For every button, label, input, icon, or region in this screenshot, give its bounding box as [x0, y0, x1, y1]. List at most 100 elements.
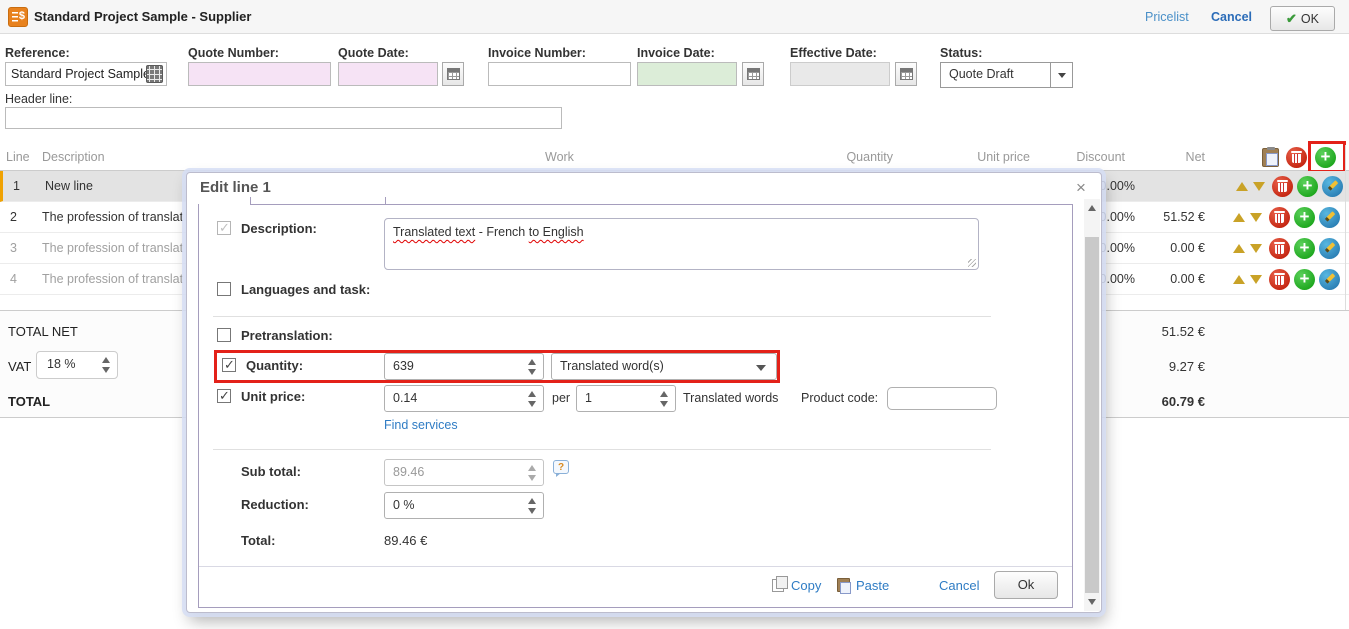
product-code-input[interactable] — [887, 387, 997, 410]
close-icon[interactable]: × — [1076, 178, 1086, 197]
chevron-down-icon — [1058, 73, 1066, 78]
pricelist-link[interactable]: Pricelist — [1145, 10, 1189, 24]
unit-price-input[interactable]: 0.14 — [384, 385, 544, 412]
reduction-label: Reduction: — [241, 497, 309, 512]
quantity-checkbox[interactable] — [222, 357, 236, 373]
table-right-border — [1345, 145, 1346, 418]
spinner-arrows-icon[interactable] — [528, 390, 537, 407]
line-net: 0.00 € — [1170, 272, 1205, 286]
edit-line-icon[interactable] — [1322, 176, 1343, 197]
spinner-arrows-icon[interactable] — [102, 357, 111, 373]
invoice-number-input[interactable] — [488, 62, 631, 86]
col-work: Work — [545, 150, 574, 164]
col-net: Net — [1185, 150, 1205, 164]
dialog-scrollbar[interactable] — [1084, 199, 1100, 611]
spinner-arrows-icon[interactable] — [528, 358, 537, 375]
move-down-icon[interactable] — [1250, 213, 1262, 222]
effective-date-calendar-button[interactable] — [895, 62, 917, 86]
delete-line-icon[interactable] — [1269, 238, 1290, 259]
quantity-highlight-box — [214, 350, 780, 383]
col-description: Description — [42, 150, 105, 164]
status-select[interactable]: Quote Draft — [940, 62, 1073, 88]
line-total-value: 89.46 € — [384, 533, 428, 548]
vat-value: 9.27 € — [1168, 359, 1205, 374]
pretranslation-checkbox[interactable] — [217, 328, 231, 342]
edit-line-icon[interactable] — [1319, 207, 1340, 228]
copy-icon[interactable] — [772, 576, 788, 592]
quantity-value: 639 — [393, 359, 414, 373]
languages-checkbox[interactable] — [217, 282, 231, 296]
line-discount: 0.00% — [1099, 210, 1135, 224]
dialog-cancel-link[interactable]: Cancel — [939, 578, 980, 593]
scrollbar-thumb[interactable] — [1085, 237, 1099, 593]
tab-edge-tick — [250, 197, 251, 205]
quote-number-input[interactable] — [188, 62, 331, 86]
move-down-icon[interactable] — [1250, 275, 1262, 284]
status-dropdown-button[interactable] — [1050, 63, 1072, 87]
move-down-icon[interactable] — [1253, 182, 1265, 191]
per-quantity-input[interactable]: 1 — [576, 385, 676, 412]
vat-rate-stepper[interactable]: 18 % — [36, 351, 118, 379]
add-line-icon[interactable] — [1294, 238, 1315, 259]
dialog-ok-button[interactable]: Ok — [994, 571, 1058, 599]
col-line: Line — [6, 150, 30, 164]
quantity-label: Quantity: — [246, 358, 304, 373]
invoice-date-calendar-button[interactable] — [742, 62, 764, 86]
reference-input[interactable]: Standard Project Sample — [5, 62, 167, 86]
add-line-icon[interactable] — [1294, 207, 1315, 228]
total-net-value: 51.52 € — [1161, 324, 1205, 339]
move-down-icon[interactable] — [1250, 244, 1262, 253]
reduction-input[interactable]: 0 % — [384, 492, 544, 519]
reference-lookup-icon[interactable] — [146, 65, 163, 83]
pretranslation-label: Pretranslation: — [241, 328, 333, 343]
resize-grip-icon[interactable] — [968, 259, 976, 267]
line-discount: 0.00% — [1099, 241, 1135, 255]
edit-line-icon[interactable] — [1319, 238, 1340, 259]
paste-lines-icon[interactable] — [1262, 147, 1279, 167]
unit-price-value: 0.14 — [393, 391, 418, 405]
scroll-up-icon[interactable] — [1088, 205, 1096, 211]
spinner-arrows-icon — [528, 464, 537, 481]
header-line-input[interactable] — [5, 107, 562, 129]
spinner-arrows-icon[interactable] — [660, 390, 669, 407]
unit-price-checkbox[interactable] — [217, 388, 231, 404]
cancel-link[interactable]: Cancel — [1211, 10, 1252, 24]
table-row[interactable]: 2 The profession of translat 0.00% 51.52… — [0, 202, 1349, 233]
edit-line-icon[interactable] — [1319, 269, 1340, 290]
header-line-label: Header line: — [5, 92, 73, 106]
invoice-date-label: Invoice Date: — [637, 46, 715, 60]
sub-total-value: 89.46 — [393, 465, 425, 479]
delete-all-lines-icon[interactable] — [1286, 147, 1307, 168]
paste-icon[interactable] — [837, 578, 851, 594]
move-up-icon[interactable] — [1233, 213, 1245, 222]
description-textarea[interactable]: Translated text - French to English — [384, 218, 979, 270]
add-line-icon[interactable] — [1297, 176, 1318, 197]
help-icon[interactable]: ? — [553, 460, 569, 477]
add-line-icon[interactable] — [1294, 269, 1315, 290]
find-services-link[interactable]: Find services — [384, 418, 458, 432]
separator — [213, 449, 991, 450]
quantity-input[interactable]: 639 — [384, 353, 544, 380]
ok-button[interactable]: ✔ OK — [1270, 6, 1335, 31]
paste-link[interactable]: Paste — [856, 578, 890, 593]
spinner-arrows-icon[interactable] — [528, 497, 537, 514]
scroll-down-icon[interactable] — [1088, 599, 1096, 605]
delete-line-icon[interactable] — [1269, 269, 1290, 290]
delete-line-icon[interactable] — [1269, 207, 1290, 228]
move-up-icon[interactable] — [1233, 275, 1245, 284]
vat-label: VAT — [8, 359, 32, 374]
quote-document-icon: $ — [8, 7, 28, 27]
quantity-unit-select[interactable]: Translated word(s) — [551, 353, 777, 380]
quote-date-input[interactable] — [338, 62, 438, 86]
line-number: 4 — [10, 272, 17, 286]
page-title: Standard Project Sample - Supplier — [34, 9, 252, 24]
invoice-number-label: Invoice Number: — [488, 46, 586, 60]
invoice-date-input[interactable] — [637, 62, 737, 86]
move-up-icon[interactable] — [1236, 182, 1248, 191]
quantity-unit-value: Translated word(s) — [560, 359, 664, 373]
delete-line-icon[interactable] — [1272, 176, 1293, 197]
copy-link[interactable]: Copy — [791, 578, 822, 593]
move-up-icon[interactable] — [1233, 244, 1245, 253]
quote-date-calendar-button[interactable] — [442, 62, 464, 86]
add-line-icon[interactable] — [1315, 147, 1336, 168]
